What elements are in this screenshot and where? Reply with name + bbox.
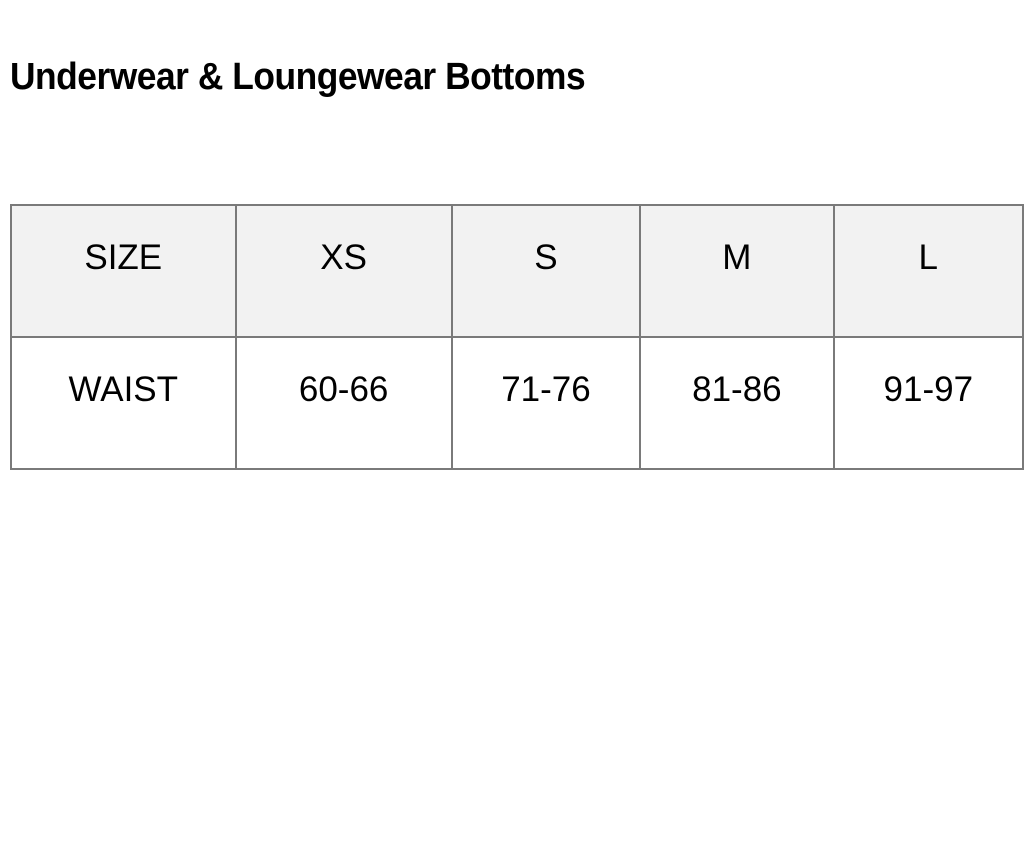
table-header-row: SIZE XS S M L (10, 204, 1024, 338)
page-title: Underwear & Loungewear Bottoms (10, 56, 586, 98)
header-cell: M (639, 204, 835, 338)
size-chart-table: SIZE XS S M L WAIST 60-66 71-76 81-86 91… (10, 204, 1024, 470)
table-row: WAIST 60-66 71-76 81-86 91-97 (10, 336, 1024, 470)
header-cell: S (450, 204, 642, 338)
table-cell: 60-66 (234, 336, 453, 470)
header-cell: L (832, 204, 1024, 338)
header-cell: XS (234, 204, 453, 338)
table-cell: 91-97 (832, 336, 1024, 470)
table-cell: 81-86 (639, 336, 835, 470)
row-label-cell: WAIST (10, 336, 237, 470)
header-cell: SIZE (10, 204, 237, 338)
table-cell: 71-76 (450, 336, 642, 470)
